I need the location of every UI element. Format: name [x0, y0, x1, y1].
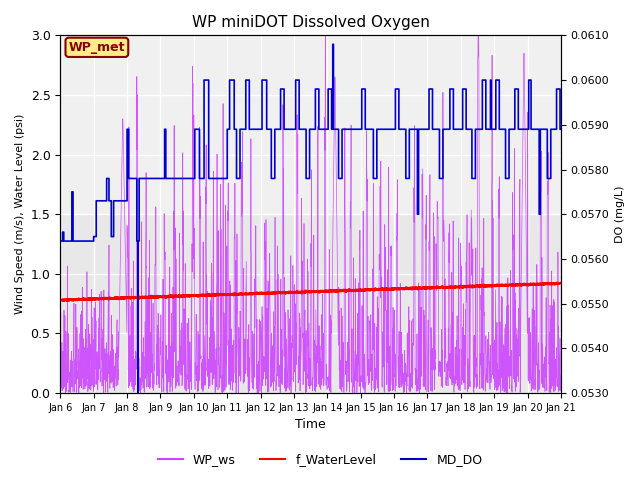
Legend: WP_ws, f_WaterLevel, MD_DO: WP_ws, f_WaterLevel, MD_DO — [152, 448, 488, 471]
Title: WP miniDOT Dissolved Oxygen: WP miniDOT Dissolved Oxygen — [192, 15, 429, 30]
Bar — [60, 36, 561, 214]
Y-axis label: DO (mg/L): DO (mg/L) — [615, 185, 625, 243]
Text: WP_met: WP_met — [68, 41, 125, 54]
Y-axis label: Wind Speed (m/s), Water Level (psi): Wind Speed (m/s), Water Level (psi) — [15, 114, 25, 314]
X-axis label: Time: Time — [295, 419, 326, 432]
